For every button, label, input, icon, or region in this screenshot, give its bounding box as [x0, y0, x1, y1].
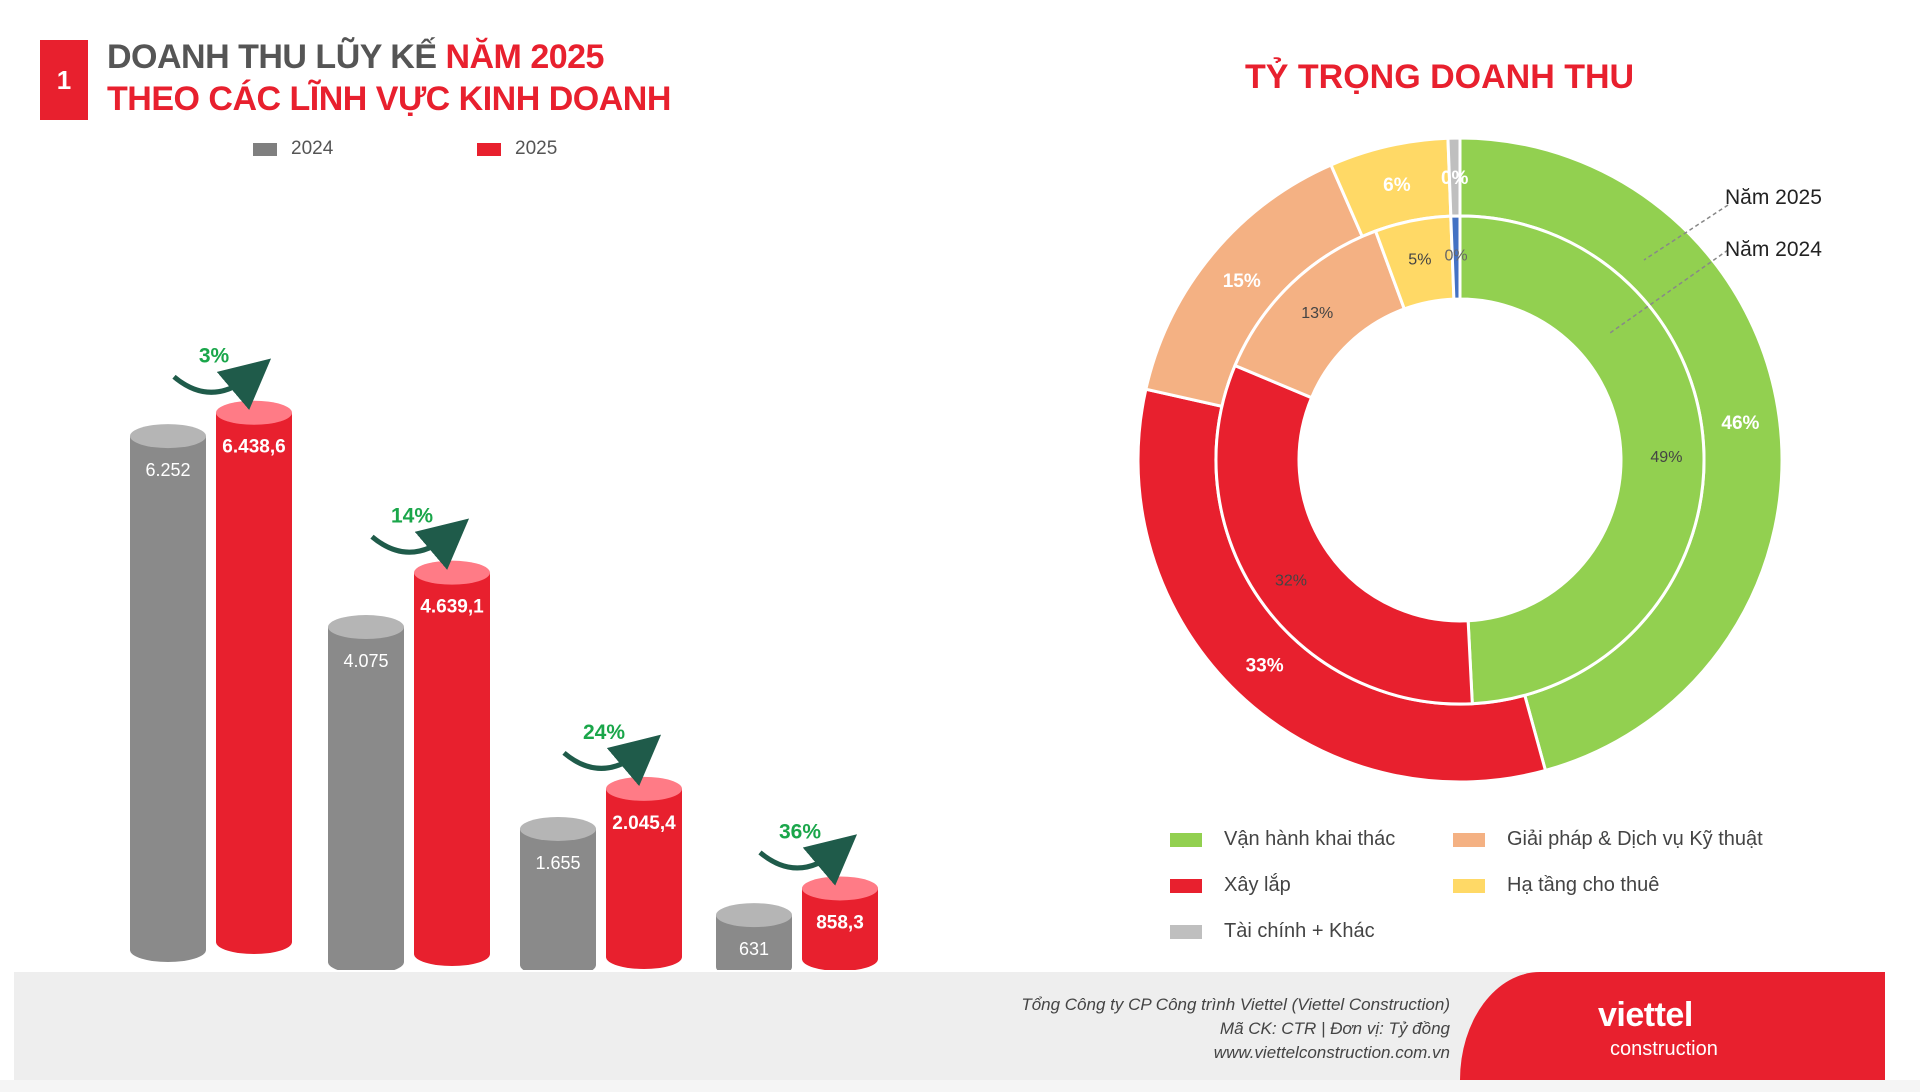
inner-ring-label: Năm 2024: [1725, 238, 1822, 261]
page-title-line2: THEO CÁC LĨNH VỰC KINH DOANH: [107, 80, 671, 118]
bar-2024-xay-dung: [328, 627, 404, 970]
slice-label-2025-giai-phap: 15%: [1223, 271, 1261, 292]
leader-line-2024: [1609, 249, 1729, 334]
bar-value-2024-van-hanh: 6.252: [145, 460, 190, 480]
slice-label-2025-tai-chinh: 0%: [1441, 168, 1469, 189]
growth-arrow-ha-tang: [758, 834, 858, 886]
bar-group-ha-tang: 631 858,3 36%: [716, 820, 878, 970]
growth-arrow-giai-phap: [562, 734, 662, 787]
growth-label-xay-dung: 14%: [391, 505, 433, 528]
bar-2025-van-hanh: [216, 412, 292, 954]
growth-label-ha-tang: 36%: [779, 820, 821, 843]
bar-value-2024-ha-tang: 631: [739, 939, 769, 959]
outer-ring-label: Năm 2025: [1725, 186, 1822, 209]
legend-swatch-tai-chinh: [1170, 924, 1202, 939]
legend-text-giai-phap: Giải pháp & Dịch vụ Kỹ thuật: [1507, 828, 1763, 850]
legend-swatch-2024: [253, 142, 277, 156]
donut-title: TỶ TRỌNG DOANH THU: [1245, 58, 1635, 96]
bar-value-2025-ha-tang: 858,3: [816, 912, 864, 933]
bar-group-van-hanh: 6.252 6.438,6 3%: [130, 345, 292, 962]
viettel-logo: viettel: [1598, 996, 1693, 1034]
revenue-share-donut: 46% 33% 15% 6% 0% 49% 32% 13% 5% 0%: [1136, 136, 1784, 784]
leader-line-2025: [1643, 204, 1729, 261]
slice-label-2025-xay-lap: 33%: [1246, 656, 1284, 677]
viettel-logo-sub: construction: [1610, 1038, 1718, 1060]
legend-xay-lap: Xây lắp: [1170, 874, 1291, 897]
bar-2024-ha-tang: [716, 915, 792, 970]
bar-top-2024-van-hanh: [130, 424, 206, 449]
bar-top-2025-xay-dung: [414, 560, 490, 585]
footer-company: Tổng Công ty CP Công trình Viettel (Viet…: [1021, 995, 1450, 1014]
slice-label-2024-giai-phap: 13%: [1301, 305, 1333, 322]
legend-text-ha-tang: Hạ tầng cho thuê: [1507, 874, 1660, 896]
legend-text-tai-chinh: Tài chính + Khác: [1224, 920, 1375, 942]
bottom-strip: [0, 1080, 1920, 1092]
bar-top-2025-giai-phap: [606, 776, 682, 801]
slice-label-2025-ha-tang: 6%: [1383, 175, 1411, 196]
slice-label-2025-van-hanh: 46%: [1721, 413, 1759, 434]
legend-text-van-hanh: Vận hành khai thác: [1224, 828, 1396, 850]
slice-label-2024-van-hanh: 49%: [1650, 449, 1682, 466]
bar-top-2025-van-hanh: [216, 400, 292, 425]
bar-2024-giai-phap: [520, 828, 596, 970]
legend-ha-tang: Hạ tầng cho thuê: [1453, 874, 1659, 897]
footer-logo-panel: [1460, 972, 1885, 1080]
legend-label-2025: 2025: [515, 138, 558, 159]
legend-swatch-2025: [477, 142, 501, 156]
title-part-b: NĂM 2025: [445, 38, 604, 76]
bar-top-2024-giai-phap: [520, 816, 596, 841]
legend-item-2024: 2024: [253, 138, 333, 160]
cylinder-bar-chart: 6.252 6.438,6 3% 4.075 4.639,1 14% 1.655 2.045,…: [130, 345, 878, 970]
bar-value-2024-xay-dung: 4.075: [343, 651, 388, 671]
bar-2025-xay-dung: [414, 572, 490, 966]
footer-website: www.viettelconstruction.com.vn: [1213, 1043, 1450, 1062]
legend-swatch-ha-tang: [1453, 878, 1485, 893]
slice-label-2024-xay-lap: 32%: [1275, 573, 1307, 590]
slice-2024-tai-chinh: [1449, 214, 1462, 301]
legend-swatch-van-hanh: [1170, 832, 1202, 847]
slice-2024-van-hanh: [1458, 214, 1706, 706]
bar-top-2024-ha-tang: [716, 903, 792, 928]
slice-label-2024-tai-chinh: 0%: [1445, 248, 1468, 265]
footer-company-info: Tổng Công ty CP Công trình Viettel (Viet…: [1021, 993, 1450, 1065]
bar-2024-van-hanh: [130, 436, 206, 962]
bar-2025-ha-tang: [802, 888, 878, 970]
bar-2025-giai-phap: [606, 788, 682, 969]
bar-top-2024-xay-dung: [328, 615, 404, 640]
bar-group-giai-phap: 1.655 2.045,4 24%: [520, 721, 682, 970]
bar-value-2025-xay-dung: 4.639,1: [420, 597, 484, 618]
bar-value-2024-giai-phap: 1.655: [535, 853, 580, 873]
bar-group-xay-dung: 4.075 4.639,1 14%: [328, 505, 490, 970]
growth-label-van-hanh: 3%: [199, 345, 230, 368]
growth-arrow-van-hanh: [172, 358, 272, 410]
legend-label-2024: 2024: [291, 138, 334, 159]
bar-value-2025-van-hanh: 6.438,6: [222, 437, 285, 458]
growth-arrow-xay-dung: [370, 518, 470, 570]
slice-2024-xay-lap: [1214, 363, 1474, 706]
legend-van-hanh: Vận hành khai thác: [1170, 828, 1395, 851]
page-title-line1: DOANH THU LŨY KẾ NĂM 2025: [107, 38, 604, 77]
title-part-a: DOANH THU LŨY KẾ: [107, 38, 437, 76]
legend-text-xay-lap: Xây lắp: [1224, 874, 1291, 896]
footer-code-unit: Mã CK: CTR | Đơn vị: Tỷ đồng: [1219, 1019, 1450, 1038]
legend-item-2025: 2025: [477, 138, 557, 160]
slice-label-2024-ha-tang: 5%: [1408, 251, 1431, 268]
legend-tai-chinh: Tài chính + Khác: [1170, 920, 1375, 943]
legend-swatch-xay-lap: [1170, 878, 1202, 893]
growth-label-giai-phap: 24%: [583, 721, 625, 744]
section-number-badge: 1: [40, 40, 88, 120]
legend-giai-phap: Giải pháp & Dịch vụ Kỹ thuật: [1453, 828, 1763, 851]
bar-value-2025-giai-phap: 2.045,4: [612, 813, 676, 834]
bar-top-2025-ha-tang: [802, 876, 878, 901]
legend-swatch-giai-phap: [1453, 832, 1485, 847]
